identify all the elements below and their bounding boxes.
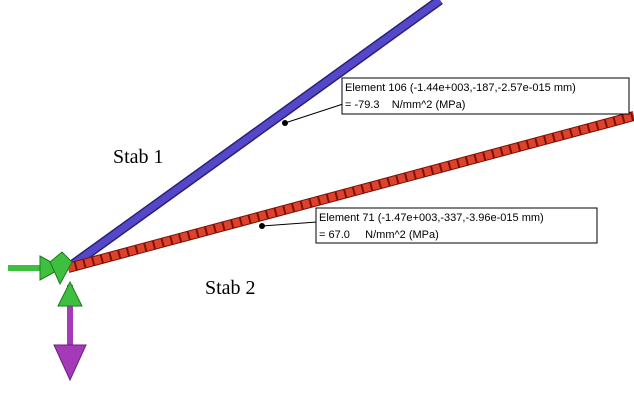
fixture-arrow-head [50,252,72,284]
load-arrow-head [54,345,86,380]
callout-text: Element 71 (-1.47e+003,-337,-3.96e-015 m… [319,212,544,224]
callout-text: = -79.3 N/mm^2 (MPa) [345,99,465,111]
fea-view: Element 106 (-1.44e+003,-187,-2.57e-015 … [0,0,634,405]
member-label: Stab 2 [205,277,256,299]
callout-text: Element 106 (-1.44e+003,-187,-2.57e-015 … [345,82,576,94]
callout-text: = 67.0 N/mm^2 (MPa) [319,229,439,241]
member-label: Stab 1 [113,146,164,168]
beam-stab-2 [68,116,634,268]
leader-line [262,222,317,226]
fixture-arrow-head [58,282,82,306]
